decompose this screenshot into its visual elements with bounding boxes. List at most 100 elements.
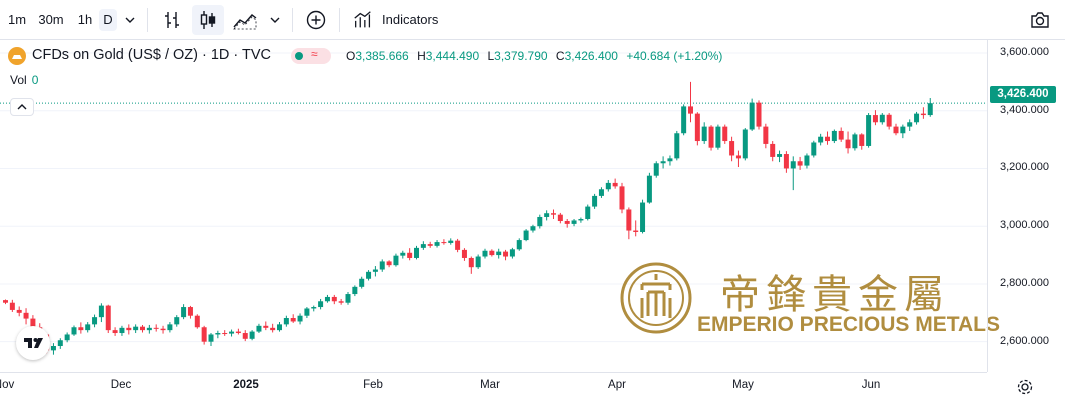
candle[interactable]: [701, 122, 707, 144]
candle[interactable]: [85, 322, 91, 333]
candle[interactable]: [119, 325, 125, 336]
candle[interactable]: [414, 245, 419, 260]
interval-1m-button[interactable]: 1m: [7, 12, 27, 27]
candle[interactable]: [167, 322, 173, 333]
candle[interactable]: [92, 314, 98, 328]
candle[interactable]: [64, 332, 70, 343]
price-axis[interactable]: 3,600.000 3,400.000 3,200.000 3,000.000 2,80…: [987, 40, 1065, 372]
interval-1h-button[interactable]: 1h: [77, 12, 93, 27]
candle[interactable]: [770, 141, 776, 162]
candle[interactable]: [667, 155, 673, 166]
candles-chart-button[interactable]: [192, 5, 224, 35]
candle[interactable]: [407, 248, 413, 261]
candle[interactable]: [153, 324, 159, 332]
candle[interactable]: [215, 330, 221, 339]
candle[interactable]: [503, 249, 509, 261]
candle[interactable]: [482, 248, 488, 259]
candle[interactable]: [818, 133, 824, 146]
candle[interactable]: [544, 210, 550, 221]
candle[interactable]: [270, 323, 276, 333]
candle[interactable]: [804, 153, 810, 169]
candle[interactable]: [3, 299, 8, 305]
candle[interactable]: [194, 314, 200, 329]
candle[interactable]: [338, 298, 344, 305]
candle[interactable]: [160, 325, 166, 334]
settings-gear-icon[interactable]: [1016, 378, 1034, 396]
candle[interactable]: [660, 156, 666, 169]
candle[interactable]: [585, 204, 591, 221]
candle[interactable]: [866, 113, 872, 148]
candle[interactable]: [78, 322, 84, 334]
candle[interactable]: [811, 140, 817, 158]
candle[interactable]: [187, 305, 193, 319]
candle[interactable]: [735, 150, 741, 168]
candle[interactable]: [927, 98, 933, 117]
candle[interactable]: [783, 151, 789, 173]
candle[interactable]: [9, 299, 15, 312]
candle[interactable]: [393, 253, 399, 267]
candle[interactable]: [756, 100, 762, 130]
candle[interactable]: [900, 124, 906, 139]
candle[interactable]: [907, 119, 913, 131]
candle[interactable]: [379, 259, 385, 272]
candle[interactable]: [653, 161, 659, 178]
candle[interactable]: [133, 324, 139, 334]
candle[interactable]: [797, 156, 803, 170]
candle[interactable]: [283, 315, 289, 327]
candle[interactable]: [681, 104, 687, 136]
candle[interactable]: [235, 328, 241, 335]
candle[interactable]: [496, 248, 502, 259]
candle[interactable]: [304, 307, 310, 319]
candle[interactable]: [249, 330, 255, 341]
candle[interactable]: [688, 81, 693, 123]
time-axis[interactable]: Nov Dec 2025 Feb Mar Apr May Jun: [0, 372, 1033, 404]
candle[interactable]: [790, 156, 796, 191]
camera-icon[interactable]: [1028, 8, 1052, 32]
candle[interactable]: [564, 218, 570, 228]
candle[interactable]: [920, 107, 926, 119]
candle[interactable]: [50, 343, 56, 355]
candle[interactable]: [242, 330, 248, 342]
candle[interactable]: [57, 338, 63, 349]
candle[interactable]: [297, 313, 303, 325]
bar-chart-icon[interactable]: [160, 8, 184, 32]
candle[interactable]: [146, 324, 152, 334]
candle[interactable]: [886, 113, 892, 130]
candle[interactable]: [872, 110, 878, 126]
candle[interactable]: [551, 209, 556, 219]
candle[interactable]: [626, 207, 632, 240]
candle[interactable]: [105, 304, 111, 334]
candlestick-chart[interactable]: [0, 40, 987, 372]
candle[interactable]: [879, 113, 885, 125]
candle[interactable]: [742, 128, 748, 161]
candle[interactable]: [386, 260, 392, 268]
candle[interactable]: [633, 220, 639, 237]
candle[interactable]: [640, 199, 646, 234]
candle[interactable]: [475, 254, 481, 269]
candle[interactable]: [98, 303, 104, 323]
candle[interactable]: [605, 180, 611, 192]
candle[interactable]: [112, 327, 118, 336]
candle[interactable]: [893, 123, 899, 136]
candle[interactable]: [229, 329, 235, 337]
candle[interactable]: [598, 187, 604, 198]
candle[interactable]: [557, 212, 563, 224]
candle[interactable]: [537, 214, 543, 229]
candle[interactable]: [201, 325, 207, 345]
candle[interactable]: [208, 333, 214, 347]
candle[interactable]: [708, 125, 714, 151]
candle[interactable]: [674, 130, 680, 161]
candle[interactable]: [331, 294, 337, 305]
candle[interactable]: [366, 270, 372, 281]
candle[interactable]: [427, 241, 433, 248]
candle[interactable]: [729, 136, 735, 162]
candle[interactable]: [749, 98, 755, 131]
candle[interactable]: [290, 314, 296, 323]
candle[interactable]: [571, 218, 577, 227]
candle[interactable]: [523, 229, 529, 242]
add-symbol-icon[interactable]: [304, 8, 328, 32]
candle[interactable]: [140, 324, 145, 333]
candle[interactable]: [859, 133, 865, 150]
candle[interactable]: [434, 240, 440, 248]
candle[interactable]: [324, 294, 330, 303]
